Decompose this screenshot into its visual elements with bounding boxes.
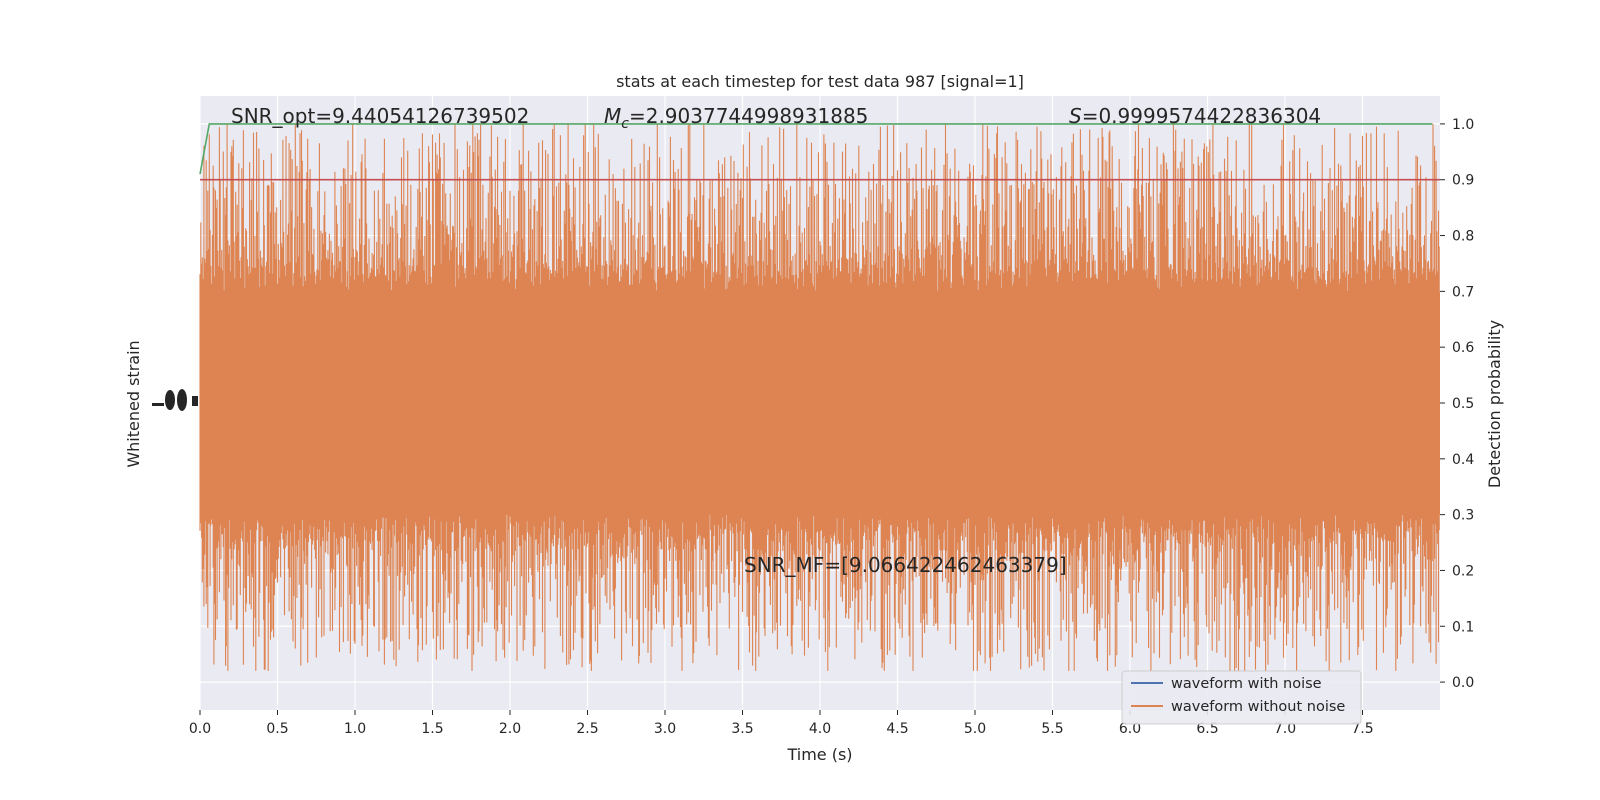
y-tick-label: 0.1 [1452,619,1474,635]
s-symbol: S [1069,104,1082,128]
y-tick-label: 0.5 [1452,396,1474,412]
right-axis-ticks: 0.0 0.1 0.2 0.3 0.4 0.5 0.6 0.7 0.8 0.9 1.0 [1440,117,1474,691]
x-tick-label: 6.0 [1119,721,1141,737]
x-tick-label: 7.5 [1351,721,1373,737]
x-tick-label: 4.0 [809,721,831,737]
annotation-snr-opt: SNR_opt=9.44054126739502 [231,104,529,128]
legend-box [1121,670,1362,725]
y-tick-label: 1.0 [1452,117,1474,133]
annotation-snr-mf: SNR_MF=[9.066422462463379] [744,553,1067,577]
x-tick-label: 0.5 [266,721,288,737]
x-tick-label: 5.0 [964,721,986,737]
y-tick-label: 0.4 [1452,452,1474,468]
annotation-chirp-mass: Mc=2.9037744998931885 [604,104,868,132]
y-tick-label: 0.6 [1452,340,1474,356]
chirp-mass-symbol: M [604,104,621,128]
legend-label-without-noise: waveform without noise [1171,699,1345,715]
y-tick-label: 0.7 [1452,284,1474,300]
annotation-s: S=0.9999574422836304 [1069,104,1321,128]
y-tick-label: 0.0 [1452,675,1474,691]
s-value: =0.9999574422836304 [1082,104,1321,128]
waveform-spikes [199,123,1440,671]
x-tick-label: 1.0 [344,721,366,737]
left-axis-collapsed-ticks [152,389,198,411]
x-tick-label: 6.5 [1196,721,1218,737]
x-tick-label: 2.5 [576,721,598,737]
legend-label-with-noise: waveform with noise [1171,676,1322,692]
x-tick-label: 3.5 [731,721,753,737]
y-tick-label: 0.2 [1452,563,1474,579]
x-axis-label: Time (s) [786,745,852,764]
chart-title: stats at each timestep for test data 987… [616,72,1024,91]
right-axis-label: Detection probability [1485,320,1504,488]
left-axis-label: Whitened strain [124,340,143,467]
x-tick-label: 4.5 [886,721,908,737]
x-tick-label: 2.0 [499,721,521,737]
x-tick-label: 1.5 [421,721,443,737]
legend: waveform with noise waveform without noi… [1121,670,1362,725]
detection-probability-line [199,123,1433,175]
x-tick-label: 7.0 [1274,721,1296,737]
y-tick-label: 0.9 [1452,173,1474,189]
y-tick-label: 0.8 [1452,229,1474,245]
x-tick-label: 0.0 [189,721,211,737]
y-tick-label: 0.3 [1452,508,1474,524]
chirp-mass-subscript: c [621,116,629,132]
x-tick-label: 5.5 [1041,721,1063,737]
x-tick-label: 3.0 [654,721,676,737]
series-waveform-without-noise [199,123,1440,671]
x-axis-ticks: 0.0 0.5 1.0 1.5 2.0 2.5 3.0 3.5 4.0 4.5 5.0 5.5 6.0 6… [189,710,1374,737]
chirp-mass-value: =2.9037744998931885 [629,104,868,128]
